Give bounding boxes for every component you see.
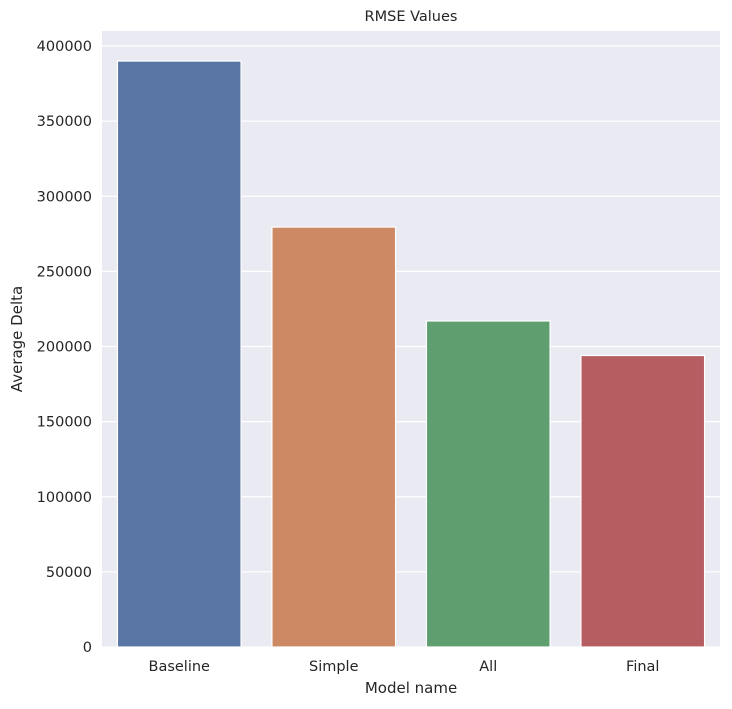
chart-title: RMSE Values [365, 9, 458, 25]
y-tick-label: 300000 [37, 189, 92, 205]
y-tick-label: 200000 [37, 340, 92, 356]
bar-simple [271, 226, 397, 648]
x-tick-label: Final [626, 659, 659, 675]
x-tick-label: Simple [309, 659, 359, 675]
y-tick-label: 50000 [46, 565, 92, 581]
bar-baseline [116, 60, 242, 648]
bar-all [425, 320, 551, 648]
y-tick-label: 350000 [37, 114, 92, 130]
bar-final [580, 354, 706, 648]
y-tick-label: 150000 [37, 415, 92, 431]
x-tick-label: All [479, 659, 497, 675]
x-tick-label: Baseline [149, 659, 211, 675]
x-axis-label: Model name [365, 679, 457, 697]
x-axis-ticks: Baseline Simple All Final [149, 659, 660, 675]
y-tick-label: 400000 [37, 39, 92, 55]
y-tick-label: 100000 [37, 490, 92, 506]
bars [116, 60, 706, 648]
y-tick-label: 0 [83, 640, 92, 656]
y-axis-ticks: 0 50000 100000 150000 200000 250000 300000 3500… [37, 39, 92, 656]
y-tick-label: 250000 [37, 264, 92, 280]
y-axis-label: Average Delta [8, 286, 26, 392]
